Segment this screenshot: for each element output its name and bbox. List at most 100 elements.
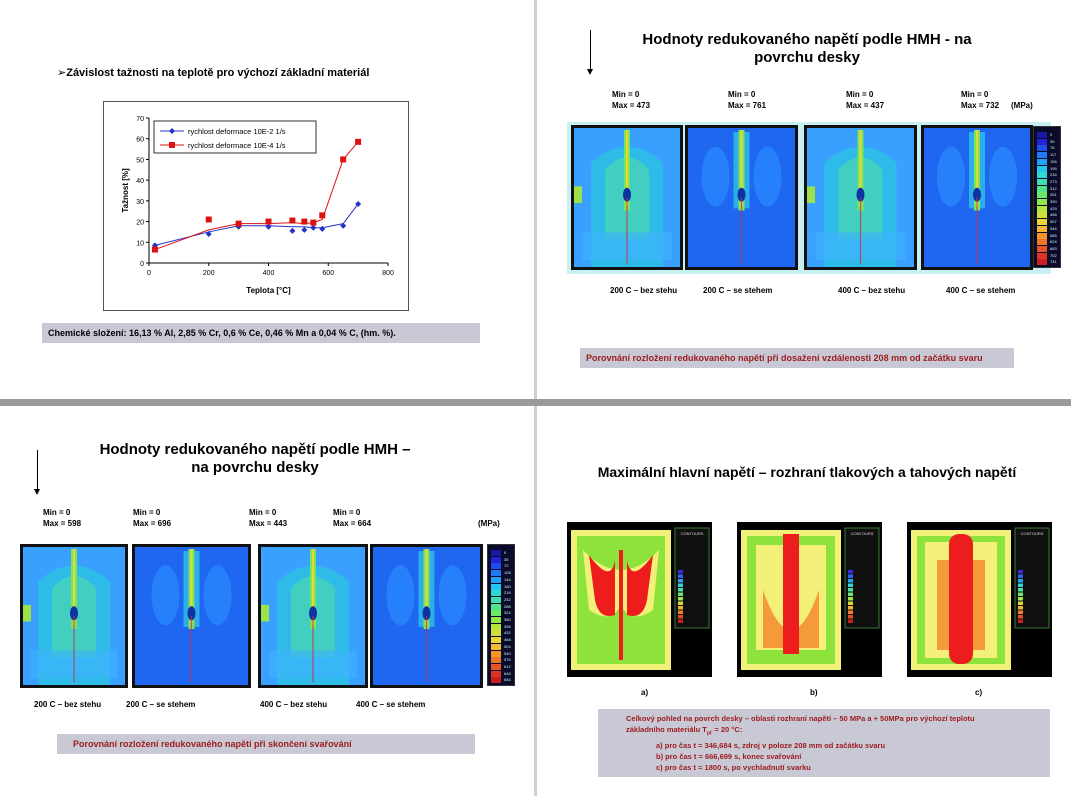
- legend-value: 78: [1050, 145, 1055, 151]
- legend-swatch: [491, 610, 501, 617]
- data-point: [289, 217, 296, 224]
- legend-swatch: [1037, 132, 1047, 138]
- data-point: [319, 225, 326, 232]
- note-text: Porovnání rozložení redukovaného napětí …: [586, 353, 983, 363]
- legend-value: 648: [504, 670, 511, 676]
- minmax-1: Min = 0 Max = 598: [43, 508, 82, 528]
- note-line-2: základního materiálu Tpť = 20 °C:: [626, 725, 743, 737]
- minmax-2: Min = 0 Max = 761: [728, 90, 767, 110]
- legend-swatch: [1037, 152, 1047, 159]
- legend-swatch: [1037, 158, 1047, 165]
- caption-2: 200 C – se stehem: [703, 286, 773, 295]
- caption-4: 400 C – se stehem: [946, 286, 1016, 295]
- legend-value: 324: [504, 610, 511, 616]
- caption-3: 400 C – bez stehu: [838, 286, 906, 295]
- legend-swatch: [491, 550, 501, 556]
- caption-2: 200 C – se stehem: [126, 700, 196, 709]
- note-item-c: c) pro čas t = 1800 s, po vychladnutí sv…: [656, 762, 811, 772]
- legend-value: 546: [1050, 225, 1057, 231]
- unit-label: (MPa): [1011, 101, 1033, 110]
- y-tick-label: 50: [136, 157, 144, 164]
- x-tick-label: 400: [263, 270, 275, 277]
- legend-swatch: [1037, 185, 1047, 192]
- legend-swatch: [491, 677, 501, 684]
- legend-swatch: [1037, 199, 1047, 205]
- legend-value: 663: [1050, 245, 1057, 251]
- legend-value: 144: [504, 576, 511, 582]
- legend-value: 504: [504, 643, 511, 649]
- stress-map-4: [370, 544, 483, 688]
- x-tick-label: 600: [322, 270, 334, 277]
- legend-value: 234: [1050, 172, 1057, 178]
- legend-swatch: [1037, 192, 1047, 199]
- data-point: [205, 216, 212, 223]
- note-box: Celkový pohled na povrch desky – oblasti…: [598, 709, 1050, 777]
- unit-label: (MPa): [478, 519, 500, 528]
- y-tick-label: 20: [136, 220, 144, 227]
- legend-swatch: [491, 650, 501, 657]
- legend-swatch: [1037, 212, 1047, 219]
- slide-heading: ➢Závislost tažnosti na teplotě pro výcho…: [57, 67, 370, 79]
- slide-hmh-stress-208mm: Hodnoty redukovaného napětí podle HMH - …: [537, 0, 1071, 398]
- legend-swatch: [491, 576, 501, 583]
- caption-1: 200 C – bez stehu: [34, 700, 102, 709]
- legend-swatch: [1037, 225, 1047, 232]
- vertical-divider: [534, 0, 537, 796]
- data-point: [340, 156, 347, 163]
- data-point: [310, 219, 317, 226]
- legend-swatch: [491, 623, 501, 630]
- legend-value: 360: [504, 617, 511, 622]
- legend-value: 468: [1050, 212, 1057, 218]
- chart-frame: 0 10 20 30 40 50 60 70 0 200 400 600 800 Teplota [°C]…: [103, 101, 409, 311]
- legend-swatch: [1037, 239, 1047, 246]
- composition-box: Chemické složení: 16,13 % Al, 2,85 % Cr,…: [42, 323, 480, 343]
- minmax-3: Min = 0 Max = 443: [249, 508, 288, 528]
- slide-principal-stress: Maximální hlavní napětí – rozhraní tlako…: [537, 407, 1071, 796]
- legend-swatch: [1037, 145, 1047, 152]
- x-tick-label: 0: [147, 270, 151, 277]
- stress-map-4: [921, 125, 1033, 270]
- series-line-1: [154, 203, 359, 246]
- slide-ductility: ➢Závislost tažnosti na teplotě pro výcho…: [0, 0, 534, 398]
- legend-swatch: [1037, 232, 1047, 239]
- ductility-chart: 0 10 20 30 40 50 60 70 0 200 400 600 800 Teplota [°C]…: [121, 116, 394, 295]
- note-line-1: Celkový pohled na povrch desky – oblasti…: [626, 714, 975, 723]
- legend-swatch: [491, 603, 501, 610]
- stress-map-1: [571, 125, 683, 270]
- legend-entry-1: rychlost deformace 10E-2 1/s: [188, 127, 286, 136]
- x-tick-label: 800: [382, 270, 394, 277]
- legend-swatch: [491, 590, 501, 597]
- stress-map-3: [804, 125, 917, 270]
- legend-value: 702: [1050, 252, 1057, 258]
- legend-swatch: [491, 663, 501, 670]
- data-point: [151, 246, 158, 253]
- legend-swatch: [491, 596, 501, 603]
- legend-value: 585: [1050, 232, 1057, 238]
- data-point: [310, 224, 317, 231]
- legend-swatch: [1037, 165, 1047, 172]
- legend-value: 180: [504, 583, 511, 589]
- color-legend: 0 36 72 108 144 180 216 252 288 324 360 396 432 468 50…: [487, 544, 515, 686]
- contour-plot-a: CONTOURS: [571, 527, 710, 670]
- caption-1: 200 C – bez stehu: [610, 286, 678, 295]
- legend-swatch: [1037, 172, 1047, 179]
- legend-value: 72: [504, 563, 509, 569]
- y-tick-label: 30: [136, 199, 144, 206]
- legend-swatch: [491, 556, 501, 563]
- data-point: [265, 218, 272, 225]
- legend-swatch: [1037, 205, 1047, 212]
- legend-value: 36: [504, 556, 509, 562]
- y-tick-label: 60: [136, 137, 144, 144]
- legend-swatch: [491, 630, 501, 637]
- stress-map-2: [685, 125, 798, 270]
- down-arrow-icon: [34, 450, 40, 495]
- legend-value: 156: [1050, 158, 1057, 164]
- legend-swatch: [491, 570, 501, 577]
- slide-hmh-stress-end: Hodnoty redukovaného napětí podle HMH – …: [0, 407, 534, 796]
- legend-value: 216: [504, 590, 511, 596]
- down-arrow-icon: [587, 30, 593, 75]
- legend-value: 195: [1050, 165, 1057, 171]
- legend-swatch: [1037, 259, 1047, 266]
- legend-value: 468: [504, 637, 511, 643]
- legend-value: 0: [1050, 132, 1053, 137]
